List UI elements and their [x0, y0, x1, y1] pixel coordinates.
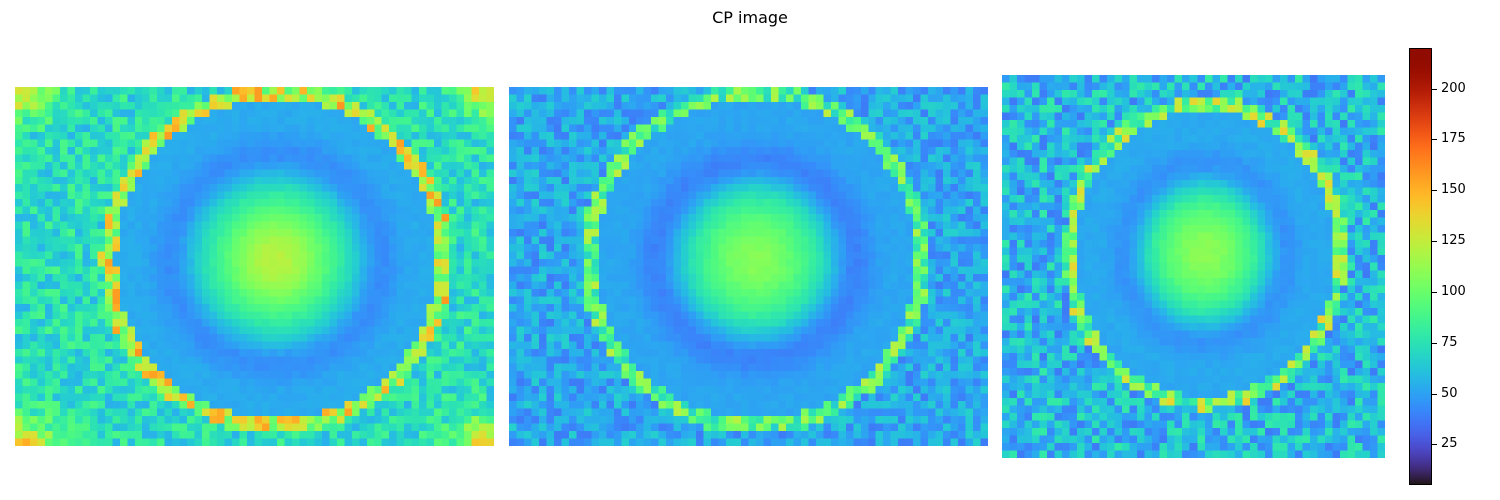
colorbar-tick-label: 50 — [1441, 385, 1458, 401]
colorbar-tick — [1432, 342, 1437, 344]
colorbar-tick-label: 75 — [1441, 334, 1458, 350]
colorbar-tick — [1432, 393, 1437, 395]
chart-title: CP image — [712, 8, 788, 27]
colorbar-tick-label: 200 — [1441, 80, 1466, 96]
colorbar-tick — [1432, 190, 1437, 192]
colorbar-tick — [1432, 291, 1437, 293]
colorbar-tick-label: 100 — [1441, 283, 1466, 299]
colorbar-tick — [1432, 444, 1437, 446]
colorbar-tick — [1432, 88, 1437, 90]
colorbar-tick — [1432, 241, 1437, 243]
colorbar-tick-label: 25 — [1441, 436, 1458, 452]
colorbar-tick-label: 125 — [1441, 233, 1466, 249]
colorbar-tick-label: 150 — [1441, 182, 1466, 198]
colorbar-tick-label: 175 — [1441, 131, 1466, 147]
colorbar — [1409, 48, 1432, 485]
cp-image-panel-2 — [509, 87, 988, 446]
colorbar-tick — [1432, 139, 1437, 141]
cp-image-panel-1 — [15, 87, 494, 446]
cp-image-panel-3 — [1002, 75, 1385, 458]
